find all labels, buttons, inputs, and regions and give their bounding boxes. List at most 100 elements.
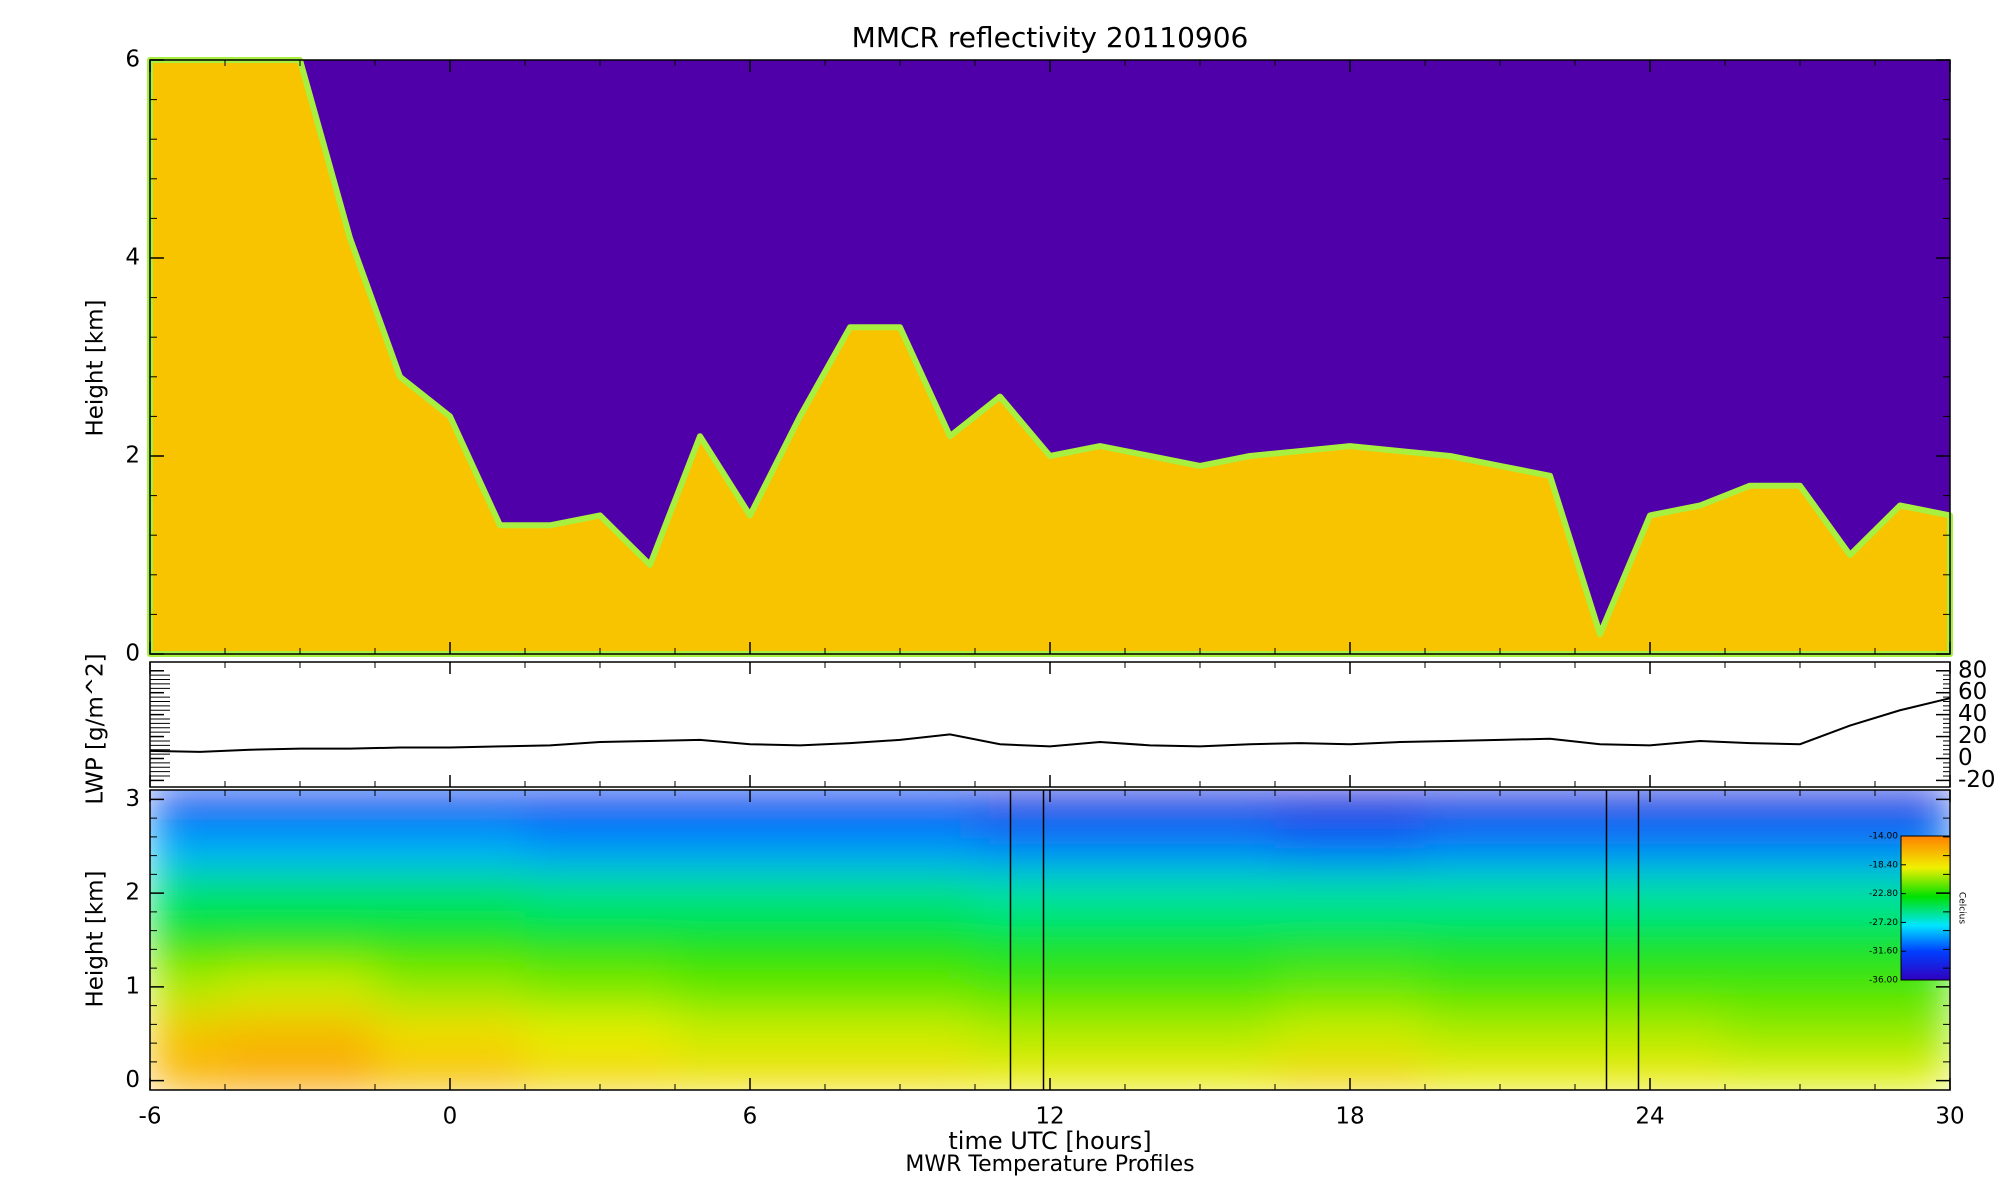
y-tick-label: 0	[125, 1067, 140, 1093]
temperature-cell	[1875, 790, 1950, 824]
temperature-cell	[1575, 963, 1726, 1012]
lwp-line	[149, 697, 1951, 753]
x-tick-label: 6	[743, 1104, 758, 1130]
temperature-cell	[1425, 916, 1576, 965]
colorbar-tick-label: -27.20	[1869, 918, 1898, 928]
temperature-cell	[675, 1010, 826, 1059]
temperature-cell	[975, 963, 1126, 1012]
temperature-cell	[1125, 1010, 1276, 1059]
x-tick-label: 0	[443, 1104, 458, 1130]
temperature-cell	[225, 916, 376, 965]
y-tick-label: 6	[125, 47, 140, 73]
temperature-cell	[825, 916, 976, 965]
temperature-cell	[1725, 916, 1876, 965]
y-tick-label: 60	[1958, 679, 1987, 705]
temperature-cell	[1575, 1010, 1726, 1059]
temperature-cell	[825, 1010, 976, 1059]
temperature-cell	[375, 822, 526, 871]
temperature-cell	[1425, 1010, 1576, 1059]
temperature-cell	[225, 963, 376, 1012]
x-tick-label: 30	[1935, 1104, 1964, 1130]
temperature-cell	[1125, 869, 1276, 918]
temperature-cell	[825, 963, 976, 1012]
y-tick-label: 0	[125, 641, 140, 667]
temperature-cell	[1125, 916, 1276, 965]
colorbar-tick-label: -14.00	[1869, 832, 1898, 842]
temperature-cell	[1575, 869, 1726, 918]
temperature-cell	[1725, 1010, 1876, 1059]
temperature-cell	[225, 869, 376, 918]
temperature-cell	[225, 822, 376, 871]
colorbar	[1900, 835, 1951, 981]
temperature-cell	[825, 869, 976, 918]
y-tick-label: 3	[125, 786, 140, 812]
x-tick-label: 12	[1035, 1104, 1064, 1130]
temperature-cell	[975, 822, 1126, 871]
temperature-cell	[150, 1057, 226, 1090]
y-tick-label: 4	[125, 245, 140, 271]
temperature-cell	[375, 1010, 526, 1059]
temperature-cell	[675, 963, 826, 1012]
y-axis-title: Height [km]	[83, 870, 109, 1007]
temperature-cell	[1725, 963, 1876, 1012]
y-tick-label: 40	[1958, 701, 1987, 727]
y-tick-label: 80	[1958, 657, 1987, 683]
colorbar-tick-label: -22.80	[1869, 889, 1898, 899]
y-tick-label: 0	[1958, 745, 1973, 771]
x-tick-label: 18	[1335, 1104, 1364, 1130]
y-tick-label: 2	[125, 443, 140, 469]
temperature-field	[150, 790, 1950, 1090]
temperature-cell	[150, 822, 226, 871]
temperature-cell	[1275, 963, 1426, 1012]
x-axis-title: time UTC [hours]	[948, 1127, 1151, 1155]
y-axis-title: LWP [g/m^2]	[83, 653, 109, 804]
plot-frame	[149, 661, 1951, 788]
temperature-cell	[675, 869, 826, 918]
temperature-cell	[375, 869, 526, 918]
reflectivity-area	[147, 57, 1953, 657]
temperature-cell	[1425, 963, 1576, 1012]
temperature-cell	[1125, 963, 1276, 1012]
temperature-cell	[150, 916, 226, 965]
colorbar-tick-label: -36.00	[1869, 976, 1898, 986]
temperature-cell	[1425, 822, 1576, 871]
temperature-cell	[375, 963, 526, 1012]
temperature-cell	[975, 869, 1126, 918]
temperature-cell	[525, 916, 676, 965]
y-tick-label: 1	[125, 973, 140, 999]
temperature-cell	[1425, 869, 1576, 918]
temperature-cell	[150, 790, 226, 824]
temperature-cells	[150, 790, 1950, 1090]
colorbar-tick-label: -31.60	[1869, 947, 1898, 957]
temperature-cell	[1275, 916, 1426, 965]
temperature-cell	[1875, 1057, 1950, 1090]
temperature-cell	[675, 916, 826, 965]
temperature-cell	[675, 822, 826, 871]
temperature-cell	[525, 869, 676, 918]
temperature-cell	[975, 1010, 1126, 1059]
temperature-cell	[525, 822, 676, 871]
colorbar-tick-label: -18.40	[1869, 860, 1898, 870]
temperature-cell	[1725, 869, 1876, 918]
temperature-cell	[1575, 916, 1726, 965]
temperature-cell	[150, 1010, 226, 1059]
x-tick-label: -6	[139, 1104, 162, 1130]
x-tick-label: 24	[1635, 1104, 1664, 1130]
chart-title: MMCR reflectivity 20110906	[852, 21, 1249, 54]
temperature-cell	[1875, 1010, 1950, 1059]
y-axis-title: Height [km]	[83, 299, 109, 436]
temperature-cell	[375, 916, 526, 965]
temperature-cell	[1275, 822, 1426, 871]
caption: MWR Temperature Profiles	[905, 1152, 1194, 1177]
temperature-cell	[825, 822, 976, 871]
temperature-cell	[1575, 822, 1726, 871]
temperature-cell	[1275, 869, 1426, 918]
temperature-cell	[1725, 822, 1876, 871]
temperature-cell	[525, 963, 676, 1012]
y-tick-label: -20	[1958, 767, 1996, 793]
y-tick-label: 20	[1958, 723, 1987, 749]
temperature-cell	[225, 1010, 376, 1059]
temperature-cell	[975, 916, 1126, 965]
temperature-cell	[1275, 1010, 1426, 1059]
